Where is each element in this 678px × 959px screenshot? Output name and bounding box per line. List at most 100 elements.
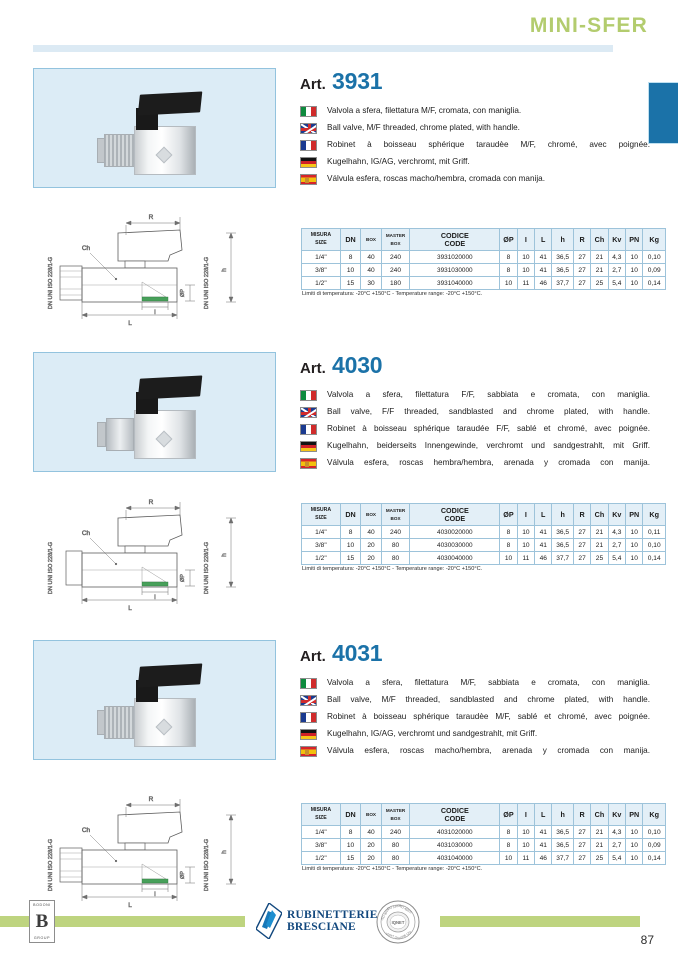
description-row-en: Ball valve, M/F threaded, chrome plated,… bbox=[300, 122, 650, 134]
cell-0: 3/8" bbox=[301, 538, 341, 552]
column-header-pn: PN bbox=[625, 503, 644, 526]
cell-4: 3931020000 bbox=[409, 250, 501, 264]
flag-it-icon bbox=[300, 678, 317, 689]
cell-10: 25 bbox=[590, 851, 609, 865]
temperature-note-4031: Limiti di temperatura: -20°C +150°C - Te… bbox=[302, 866, 483, 872]
valve-image bbox=[34, 641, 275, 759]
description-row-es: Válvula esfera, roscas hembra/hembra, ar… bbox=[300, 457, 650, 469]
cell-4: 4030020000 bbox=[409, 525, 501, 539]
description-row-en: Ball valve, F/F threaded, sandblasted an… bbox=[300, 406, 650, 418]
cell-7: 41 bbox=[534, 525, 553, 539]
product-block-4031: Art. 4031 Valvola a sfera, filettatura M/… bbox=[0, 640, 678, 760]
flag-uk-icon bbox=[300, 695, 317, 706]
cell-10: 25 bbox=[590, 551, 609, 565]
column-header-ch: Ch bbox=[590, 503, 609, 526]
svg-text:h: h bbox=[221, 268, 228, 272]
cell-2: 30 bbox=[360, 276, 382, 290]
column-header-codice: CODICE CODE bbox=[409, 228, 501, 251]
cell-0: 3/8" bbox=[301, 263, 341, 277]
cell-8: 36,5 bbox=[551, 538, 574, 552]
description-row-de: Kugelhahn, beiderseits Innengewinde, ver… bbox=[300, 440, 650, 452]
svg-text:L: L bbox=[128, 320, 132, 327]
column-header-h: h bbox=[551, 228, 574, 251]
cell-6: 10 bbox=[516, 263, 536, 277]
flag-fr-icon bbox=[300, 140, 317, 151]
cell-8: 36,5 bbox=[551, 263, 574, 277]
column-header-i: I bbox=[516, 228, 536, 251]
svg-text:DN UNI ISO 228/1-G: DN UNI ISO 228/1-G bbox=[48, 257, 54, 309]
cell-4: 3931040000 bbox=[409, 276, 501, 290]
cell-10: 21 bbox=[590, 838, 609, 852]
cell-2: 20 bbox=[360, 851, 382, 865]
cell-1: 10 bbox=[339, 538, 362, 552]
description-text-es: Válvula esfera, roscas macho/hembra, are… bbox=[327, 746, 650, 755]
cell-3: 80 bbox=[380, 538, 411, 552]
cell-11: 2,7 bbox=[607, 263, 627, 277]
cell-11: 4,3 bbox=[607, 525, 627, 539]
cell-3: 80 bbox=[380, 551, 411, 565]
cell-4: 4031040000 bbox=[409, 851, 501, 865]
column-header-dn: DN bbox=[339, 803, 362, 826]
description-text-it: Valvola a sfera, filettatura F/F, sabbia… bbox=[327, 390, 650, 399]
svg-text:DN UNI ISO 228/1-G: DN UNI ISO 228/1-G bbox=[48, 542, 54, 594]
column-header-dn: DN bbox=[339, 228, 362, 251]
cell-8: 37,7 bbox=[551, 551, 574, 565]
table-row: 1/4" 8 40 240 4030020000 8 10 41 36,5 27 21 4,3 10 0,… bbox=[301, 525, 666, 539]
cell-1: 15 bbox=[339, 276, 362, 290]
cell-6: 10 bbox=[516, 825, 536, 839]
column-header-p: ØP bbox=[499, 803, 518, 826]
table-row: 3/8" 10 20 80 4030030000 8 10 41 36,5 27 21 2,7 10 0,… bbox=[301, 538, 666, 552]
description-text-fr: Robinet à boisseau sphérique taraudée F/… bbox=[327, 424, 650, 433]
cell-13: 0,09 bbox=[642, 263, 666, 277]
cell-11: 5,4 bbox=[607, 851, 627, 865]
description-text-fr: Robinet à boisseau sphérique taraudèe M/… bbox=[327, 712, 650, 721]
flag-fr-icon bbox=[300, 712, 317, 723]
valve-thread bbox=[106, 418, 134, 451]
cell-5: 8 bbox=[499, 525, 518, 539]
cell-3: 80 bbox=[380, 851, 411, 865]
bodoni-group-logo: BODONI B GROUP bbox=[29, 900, 55, 943]
cell-9: 27 bbox=[572, 538, 592, 552]
cell-13: 0,10 bbox=[642, 250, 666, 264]
page-header: MINI-SFER bbox=[0, 0, 678, 60]
cell-2: 20 bbox=[360, 838, 382, 852]
cell-9: 27 bbox=[572, 250, 592, 264]
product-block-4030: Art. 4030 Valvola a sfera, filettatura F/… bbox=[0, 352, 678, 472]
description-text-en: Ball valve, M/F threaded, sandblasted an… bbox=[327, 695, 650, 704]
temperature-note-3931: Limiti di temperatura: -20°C +150°C - Te… bbox=[302, 291, 483, 297]
cell-0: 1/4" bbox=[301, 250, 341, 264]
cell-9: 27 bbox=[572, 525, 592, 539]
cell-4: 4031020000 bbox=[409, 825, 501, 839]
description-row-es: Válvula esfera, roscas macho/hembra, cro… bbox=[300, 173, 650, 185]
iso-certification-seal-icon: IQNET ISO 9001 ISO 14001 ISO 45001 ISO 9… bbox=[374, 900, 422, 944]
cell-7: 46 bbox=[534, 276, 553, 290]
rubinetterie-bresciane-logo: RUBINETTERIE BRESCIANE bbox=[255, 901, 378, 941]
cell-13: 0,14 bbox=[642, 551, 666, 565]
table-row: 1/2" 15 20 80 4031040000 10 11 46 37,7 27 25 5,4 10 0… bbox=[301, 851, 666, 865]
cell-1: 8 bbox=[339, 250, 362, 264]
cell-10: 21 bbox=[590, 250, 609, 264]
cell-11: 4,3 bbox=[607, 250, 627, 264]
description-row-de: Kugelhahn, IG/AG, verchromt, mit Griff. bbox=[300, 156, 650, 168]
svg-text:DN UNI ISO 228/1-G: DN UNI ISO 228/1-G bbox=[204, 542, 210, 594]
column-header-kg: Kg bbox=[642, 503, 666, 526]
svg-text:ISO 9001: ISO 9001 bbox=[399, 930, 413, 940]
cell-13: 0,09 bbox=[642, 838, 666, 852]
svg-text:ISO 14001: ISO 14001 bbox=[386, 903, 402, 911]
column-header-i: I bbox=[516, 503, 536, 526]
cell-5: 8 bbox=[499, 838, 518, 852]
cell-12: 10 bbox=[625, 276, 644, 290]
svg-text:h: h bbox=[221, 553, 228, 557]
svg-text:ISO 14001: ISO 14001 bbox=[385, 932, 401, 941]
column-header-kv: Kv bbox=[607, 228, 627, 251]
column-header-master: MASTER BOX bbox=[380, 228, 411, 251]
cell-6: 11 bbox=[516, 551, 536, 565]
column-header-kg: Kg bbox=[642, 228, 666, 251]
cell-10: 21 bbox=[590, 263, 609, 277]
rb-line-1: RUBINETTERIE bbox=[287, 909, 378, 921]
cell-6: 10 bbox=[516, 538, 536, 552]
cell-0: 1/2" bbox=[301, 276, 341, 290]
svg-text:R: R bbox=[149, 214, 154, 221]
svg-text:DN UNI ISO 228/1-G: DN UNI ISO 228/1-G bbox=[204, 257, 210, 309]
